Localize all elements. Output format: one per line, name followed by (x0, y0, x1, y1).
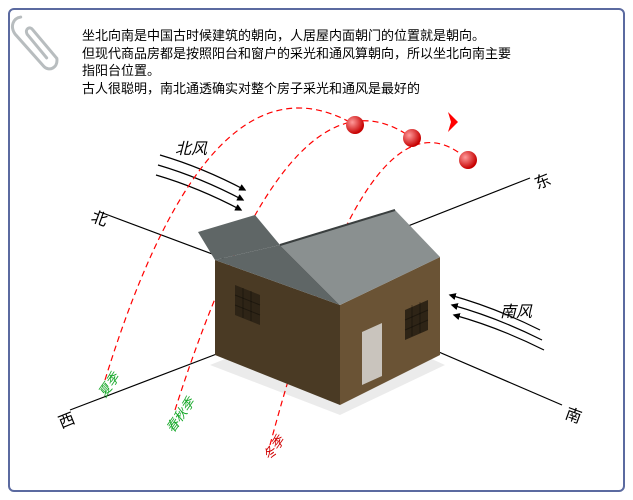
page-root: 坐北向南是中国古时候建筑的朝向，人居屋内面朝门的位置就是朝向。 但现代商品房都是… (0, 0, 633, 500)
wind-label-south: 南风 (500, 298, 532, 322)
wind-label-north: 北风 (175, 135, 207, 159)
diagram-svg (10, 10, 627, 494)
house-illustration (198, 210, 445, 415)
diagram-card: 坐北向南是中国古时候建筑的朝向，人居屋内面朝门的位置就是朝向。 但现代商品房都是… (8, 8, 625, 492)
